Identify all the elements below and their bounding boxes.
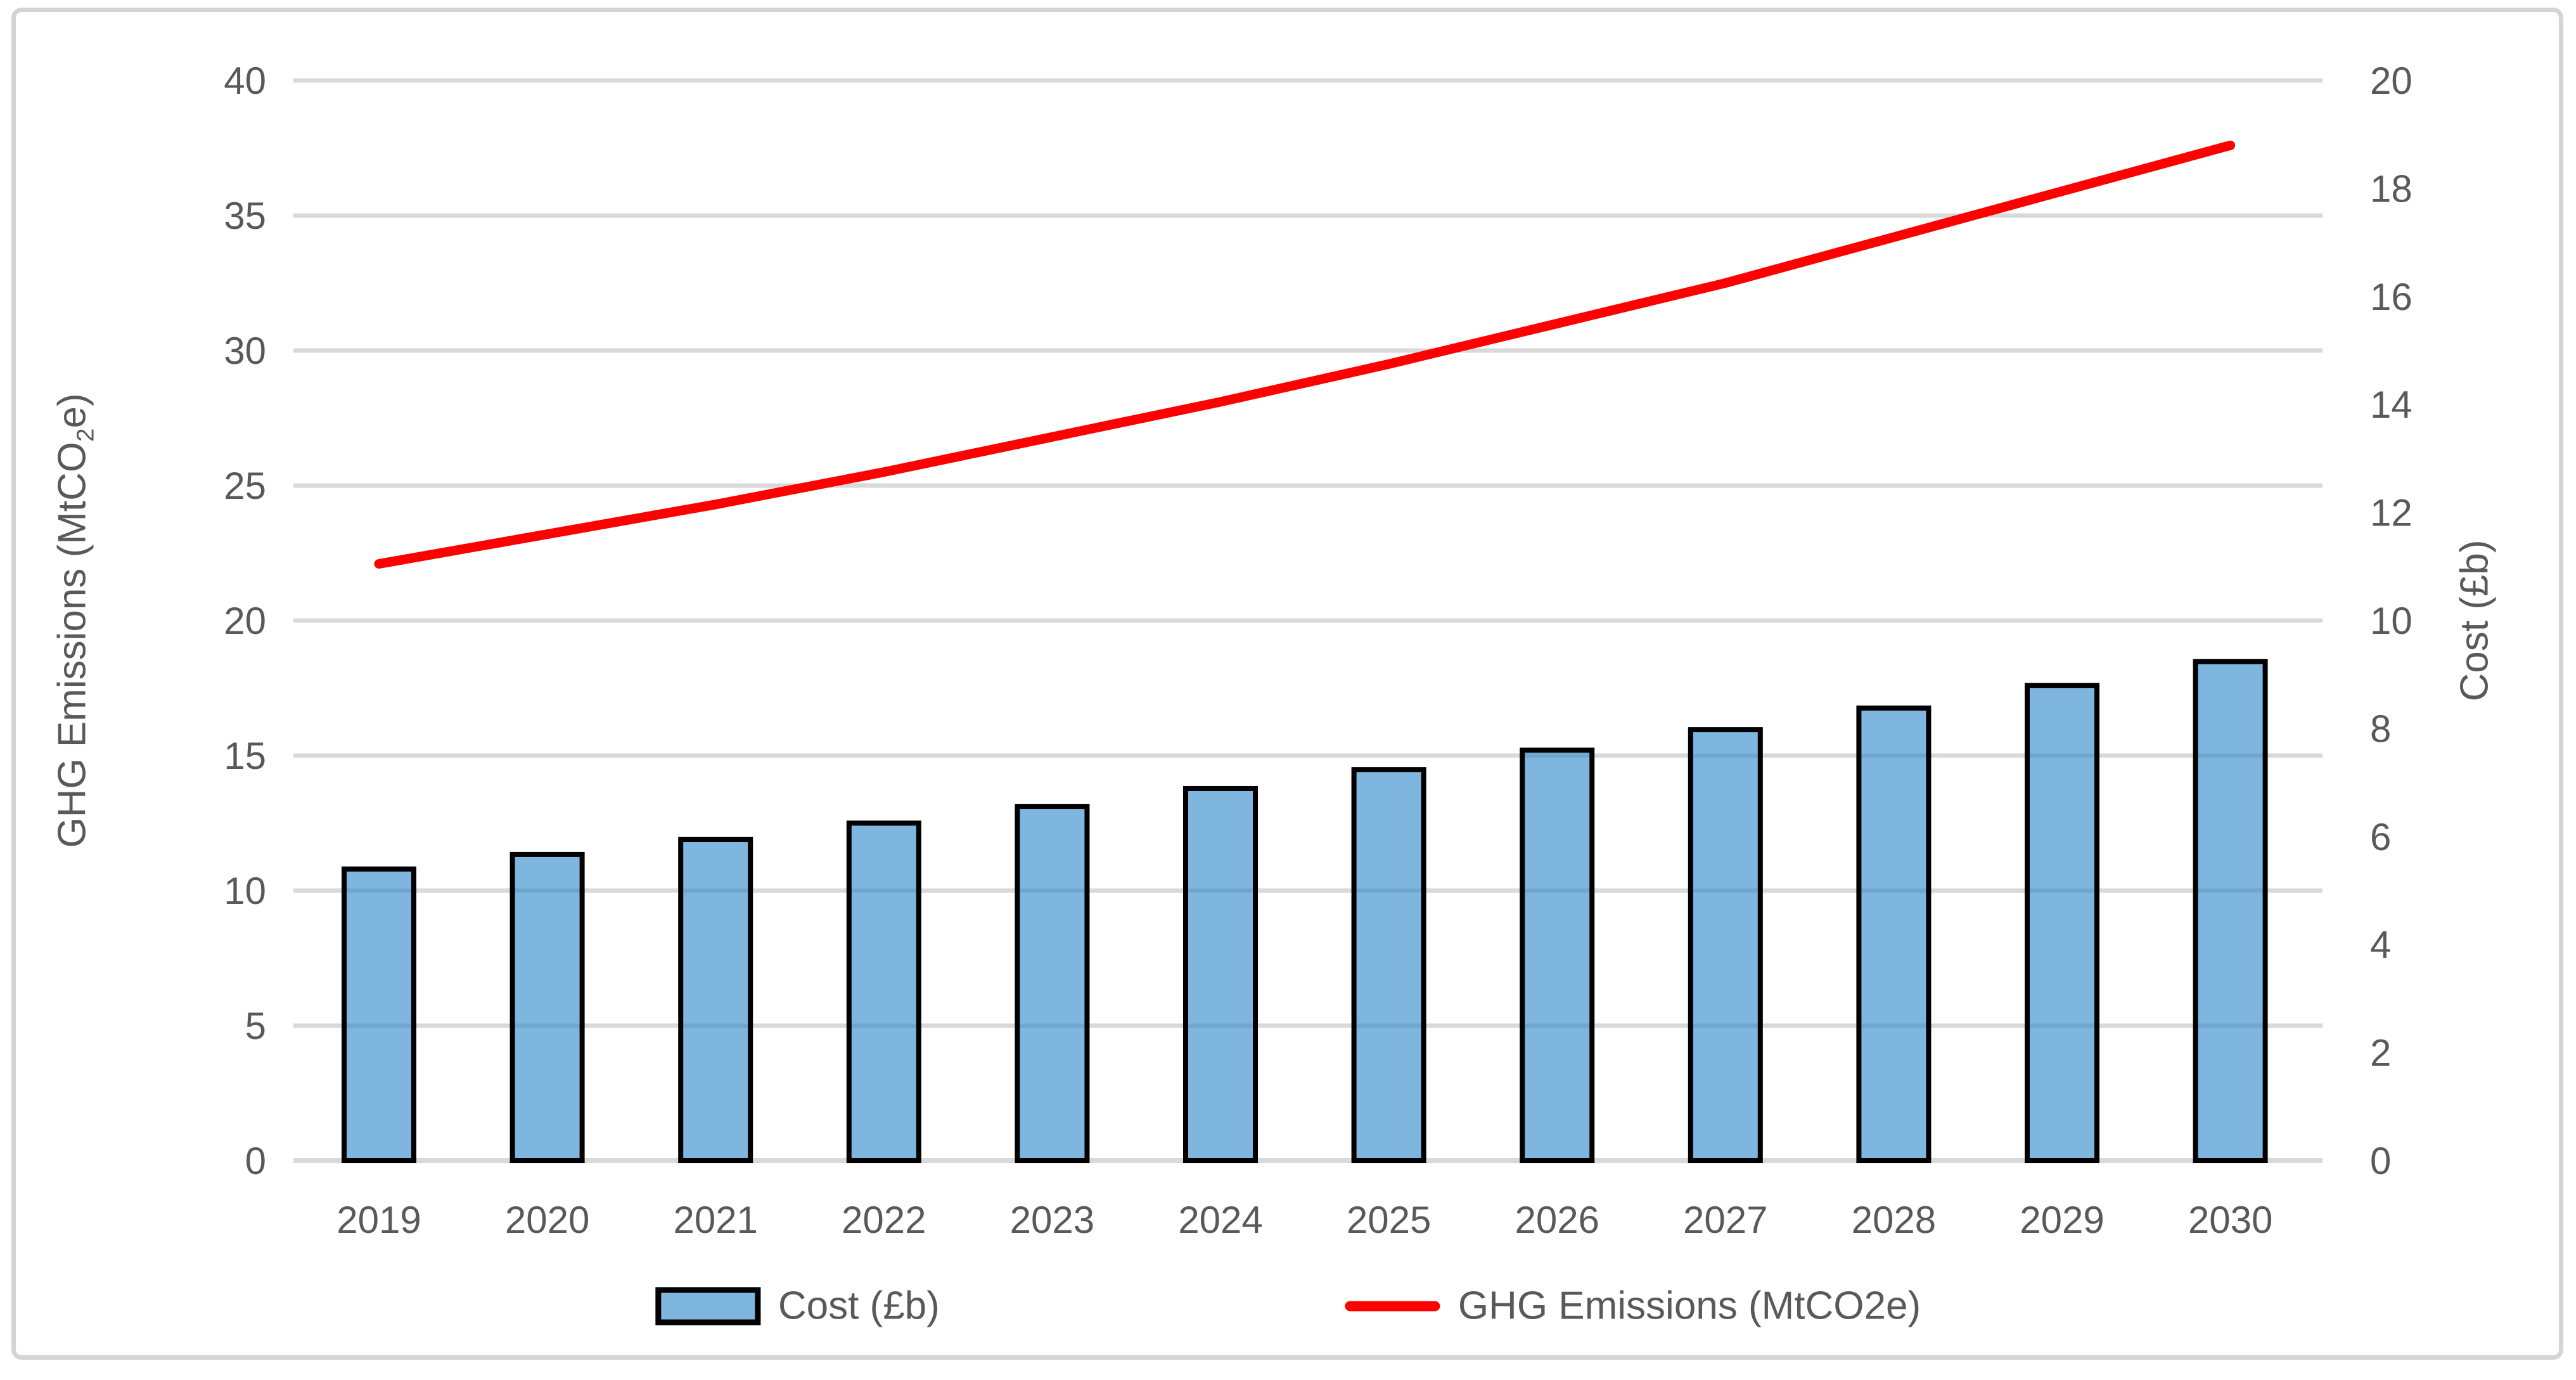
ghg-line-swatch-icon: [1345, 1301, 1440, 1311]
cost-bar-2025: [1351, 767, 1426, 1163]
left-axis-tick-5: 5: [245, 1005, 266, 1047]
left-axis-tick-40: 40: [224, 60, 266, 102]
right-axis-title: Cost (£b): [2452, 539, 2497, 702]
left-axis-tick-10: 10: [224, 870, 266, 912]
right-axis-tick-18: 18: [2370, 167, 2413, 210]
gridlines: [293, 78, 2323, 1163]
x-axis-label-2029: 2029: [2020, 1199, 2104, 1241]
left-axis-tick-30: 30: [224, 330, 266, 372]
right-axis-tick-12: 12: [2370, 492, 2413, 534]
x-axis-label-2023: 2023: [1010, 1199, 1094, 1241]
legend-label-ghg: GHG Emissions (MtCO2e): [1458, 1284, 1921, 1328]
left-axis-title-suffix: e): [50, 393, 94, 429]
right-axis-tick-16: 16: [2370, 276, 2413, 318]
x-axis-labels: 2019 2020 2021 2022 2023 2024 2025 2026 2027 2028…: [336, 1199, 2272, 1241]
x-axis-label-2030: 2030: [2188, 1199, 2272, 1241]
right-axis-tick-20: 20: [2370, 60, 2413, 102]
cost-bar-2026: [1520, 747, 1595, 1163]
left-axis-tick-20: 20: [224, 600, 266, 642]
right-axis-tick-8: 8: [2370, 707, 2391, 750]
x-axis-label-2027: 2027: [1683, 1199, 1767, 1241]
left-axis-title-text: GHG Emissions (MtCO: [50, 441, 94, 848]
right-axis-tick-10: 10: [2370, 600, 2413, 642]
cost-bar-2020: [509, 851, 585, 1164]
cost-bar-2023: [1015, 804, 1090, 1163]
cost-bar-swatch-icon: [655, 1287, 760, 1325]
right-axis-tick-6: 6: [2370, 816, 2391, 858]
left-axis-title: GHG Emissions (MtCO2e): [49, 393, 99, 848]
right-axis-tick-0: 0: [2370, 1140, 2391, 1182]
left-axis-tick-15: 15: [224, 735, 266, 777]
left-axis-title-subscript: 2: [72, 428, 99, 442]
right-axis-tick-2: 2: [2370, 1032, 2391, 1074]
cost-bar-2024: [1183, 785, 1258, 1164]
left-axis-tick-25: 25: [224, 465, 266, 507]
cost-bar-2028: [1856, 706, 1932, 1164]
right-axis-tick-14: 14: [2370, 384, 2413, 426]
x-axis-label-2025: 2025: [1347, 1199, 1431, 1241]
legend-item-cost: Cost (£b): [655, 1284, 940, 1329]
legend-label-cost: Cost (£b): [778, 1284, 940, 1328]
left-axis-tick-labels: 40 35 30 25 20 15 10 5 0: [224, 60, 266, 1182]
chart-legend: Cost (£b) GHG Emissions (MtCO2e): [655, 1284, 1921, 1329]
cost-bar-2030: [2193, 659, 2268, 1163]
cost-bar-2027: [1688, 727, 1763, 1163]
cost-bar-2021: [678, 837, 753, 1164]
left-axis-tick-35: 35: [224, 195, 266, 237]
cost-bar-2022: [846, 820, 921, 1163]
right-axis-tick-4: 4: [2370, 924, 2391, 966]
x-axis-label-2024: 2024: [1178, 1199, 1262, 1241]
x-axis-label-2021: 2021: [673, 1199, 757, 1241]
cost-bar-2029: [2025, 683, 2099, 1163]
left-axis-tick-0: 0: [245, 1140, 266, 1182]
x-axis-label-2022: 2022: [842, 1199, 926, 1241]
cost-bars-series: [342, 659, 2268, 1164]
ghg-emissions-line: [374, 140, 2236, 569]
cost-bar-2019: [342, 866, 416, 1164]
x-axis-label-2028: 2028: [1852, 1199, 1936, 1241]
x-axis-label-2019: 2019: [336, 1199, 421, 1241]
legend-item-ghg: GHG Emissions (MtCO2e): [1345, 1284, 1921, 1329]
x-axis-label-2020: 2020: [505, 1199, 589, 1241]
x-axis-label-2026: 2026: [1515, 1199, 1599, 1241]
